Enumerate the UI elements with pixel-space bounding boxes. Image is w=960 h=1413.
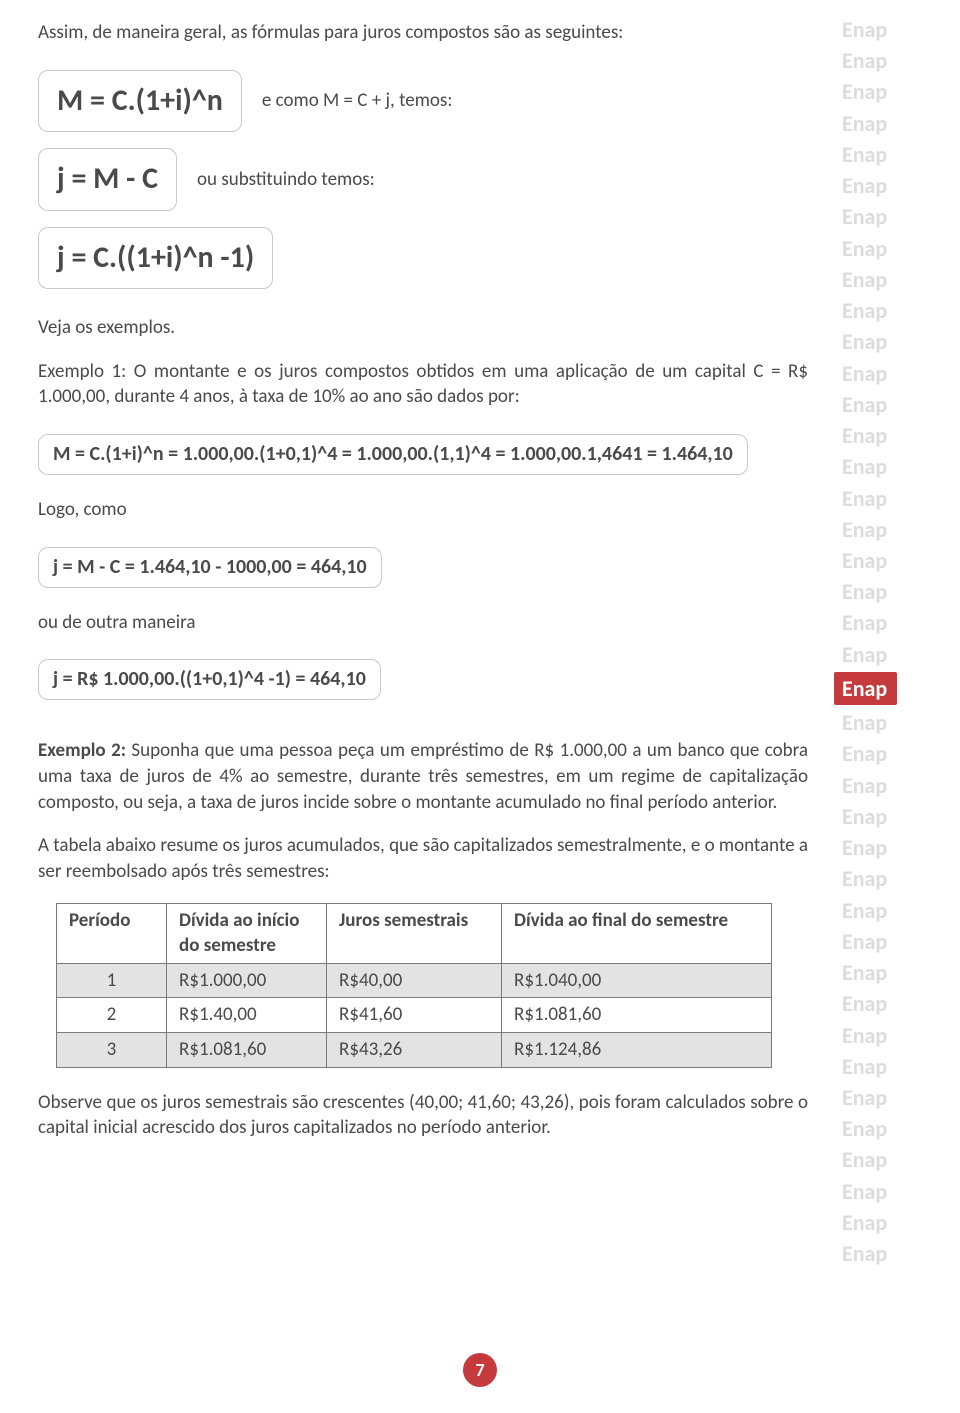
- table-cell: R$1.081,60: [502, 998, 772, 1033]
- juros-table: Período Dívida ao início do semestre Jur…: [56, 903, 772, 1068]
- logo-formula: j = M - C = 1.464,10 - 1000,00 = 464,10: [38, 547, 382, 588]
- outra-maneira: ou de outra maneira: [38, 610, 808, 636]
- page-number: 7: [475, 1358, 484, 1382]
- watermark-item: Enap: [842, 988, 932, 1019]
- formula-montante: M = C.(1+i)^n: [38, 70, 242, 133]
- watermark-item: Enap: [842, 139, 932, 170]
- veja-exemplos: Veja os exemplos.: [38, 315, 808, 341]
- table-cell: R$1.40,00: [167, 998, 327, 1033]
- table-cell: R$43,26: [327, 1033, 502, 1068]
- th-divida-inicio: Dívida ao início do semestre: [167, 903, 327, 963]
- watermark-item: Enap: [842, 358, 932, 389]
- watermark-item: Enap: [842, 545, 932, 576]
- watermark-item: Enap: [842, 770, 932, 801]
- exemplo-1-formula: M = C.(1+i)^n = 1.000,00.(1+0,1)^4 = 1.0…: [38, 434, 748, 475]
- table-cell: R$1.081,60: [167, 1033, 327, 1068]
- table-cell: R$1.000,00: [167, 963, 327, 998]
- watermark-highlight: Enap: [842, 670, 932, 707]
- table-cell: 3: [57, 1033, 167, 1068]
- watermark-item: Enap: [842, 926, 932, 957]
- observe-paragraph: Observe que os juros semestrais são cres…: [38, 1090, 808, 1141]
- watermark-item: Enap: [842, 1082, 932, 1113]
- watermark-item: Enap: [842, 295, 932, 326]
- watermark-item: Enap: [842, 483, 932, 514]
- exemplo-2-body: Suponha que uma pessoa peça um empréstim…: [38, 739, 808, 813]
- enap-watermark-column: EnapEnapEnapEnapEnapEnapEnapEnapEnapEnap…: [842, 14, 932, 1269]
- watermark-item: Enap: [842, 895, 932, 926]
- table-body: 1R$1.000,00R$40,00R$1.040,002R$1.40,00R$…: [57, 963, 772, 1067]
- outra-formula-wrap: j = R$ 1.000,00.((1+0,1)^4 -1) = 464,10: [38, 653, 808, 706]
- document-body: Assim, de maneira geral, as fórmulas par…: [38, 20, 808, 1159]
- exemplo-2-paragraph: Exemplo 2: Suponha que uma pessoa peça u…: [38, 738, 808, 815]
- watermark-item: Enap: [842, 201, 932, 232]
- watermark-item: Enap: [842, 801, 932, 832]
- th-juros: Juros semestrais: [327, 903, 502, 963]
- exemplo-1-text: Exemplo 1: O montante e os juros compost…: [38, 359, 808, 410]
- formula-row-3: j = C.((1+i)^n -1): [38, 221, 808, 296]
- formula-1-side-text: e como M = C + j, temos:: [262, 88, 453, 114]
- table-cell: R$1.040,00: [502, 963, 772, 998]
- formula-juros-diff: j = M - C: [38, 148, 177, 211]
- table-row: 2R$1.40,00R$41,60R$1.081,60: [57, 998, 772, 1033]
- watermark-item: Enap: [842, 76, 932, 107]
- tabela-intro: A tabela abaixo resume os juros acumulad…: [38, 833, 808, 884]
- th-divida-final: Dívida ao final do semestre: [502, 903, 772, 963]
- watermark-item: Enap: [842, 607, 932, 638]
- watermark-item: Enap: [842, 707, 932, 738]
- exemplo-2-label: Exemplo 2:: [38, 739, 131, 762]
- watermark-item: Enap: [842, 45, 932, 76]
- watermark-item: Enap: [842, 738, 932, 769]
- watermark-item: Enap: [842, 14, 932, 45]
- formula-juros-expanded: j = C.((1+i)^n -1): [38, 227, 273, 290]
- watermark-item: Enap: [842, 832, 932, 863]
- logo-formula-wrap: j = M - C = 1.464,10 - 1000,00 = 464,10: [38, 541, 808, 594]
- table-header-row: Período Dívida ao início do semestre Jur…: [57, 903, 772, 963]
- table-cell: R$1.124,86: [502, 1033, 772, 1068]
- watermark-item: Enap: [842, 514, 932, 545]
- formula-2-side-text: ou substituindo temos:: [197, 167, 375, 193]
- watermark-item: Enap: [842, 1207, 932, 1238]
- watermark-item: Enap: [842, 1238, 932, 1269]
- table-cell: R$40,00: [327, 963, 502, 998]
- watermark-item: Enap: [842, 170, 932, 201]
- watermark-item: Enap: [842, 420, 932, 451]
- table-row: 3R$1.081,60R$43,26R$1.124,86: [57, 1033, 772, 1068]
- table-cell: R$41,60: [327, 998, 502, 1033]
- watermark-item: Enap: [842, 576, 932, 607]
- th-periodo: Período: [57, 903, 167, 963]
- table-cell: 2: [57, 998, 167, 1033]
- table-cell: 1: [57, 963, 167, 998]
- formula-row-2: j = M - C ou substituindo temos:: [38, 142, 808, 217]
- watermark-item: Enap: [842, 264, 932, 295]
- watermark-item: Enap: [842, 389, 932, 420]
- watermark-item: Enap: [842, 1020, 932, 1051]
- watermark-item: Enap: [842, 639, 932, 670]
- watermark-item: Enap: [842, 451, 932, 482]
- watermark-item: Enap: [842, 233, 932, 264]
- intro-paragraph: Assim, de maneira geral, as fórmulas par…: [38, 20, 808, 46]
- watermark-item: Enap: [842, 1051, 932, 1082]
- watermark-item: Enap: [842, 957, 932, 988]
- page-number-badge: 7: [463, 1353, 497, 1387]
- logo-como: Logo, como: [38, 497, 808, 523]
- outra-formula: j = R$ 1.000,00.((1+0,1)^4 -1) = 464,10: [38, 659, 381, 700]
- watermark-item: Enap: [842, 326, 932, 357]
- watermark-item: Enap: [842, 1176, 932, 1207]
- table-row: 1R$1.000,00R$40,00R$1.040,00: [57, 963, 772, 998]
- formula-row-1: M = C.(1+i)^n e como M = C + j, temos:: [38, 64, 808, 139]
- watermark-item: Enap: [842, 1113, 932, 1144]
- exemplo-1-formula-wrap: M = C.(1+i)^n = 1.000,00.(1+0,1)^4 = 1.0…: [38, 428, 808, 481]
- watermark-item: Enap: [842, 863, 932, 894]
- watermark-item: Enap: [842, 108, 932, 139]
- watermark-item: Enap: [842, 1144, 932, 1175]
